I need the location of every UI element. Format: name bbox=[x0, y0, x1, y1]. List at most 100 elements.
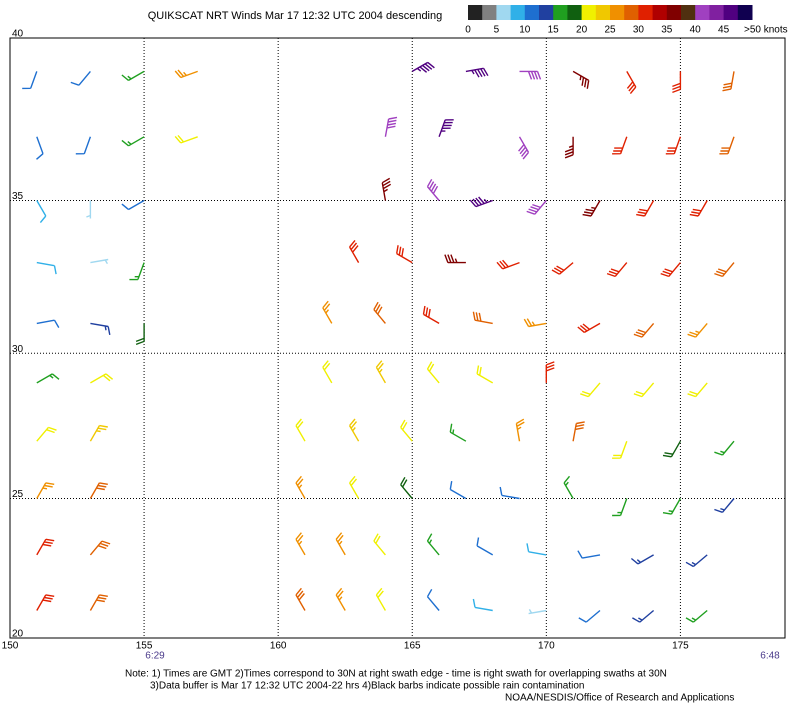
wind-barb bbox=[632, 609, 655, 623]
wind-barb bbox=[373, 301, 386, 324]
barb-shape bbox=[612, 136, 628, 155]
barb-shape bbox=[135, 323, 145, 346]
wind-barb bbox=[519, 70, 542, 80]
wind-barb bbox=[630, 554, 654, 565]
barb-shape bbox=[612, 498, 628, 517]
barb-shape bbox=[322, 360, 333, 384]
wind-barb bbox=[476, 365, 494, 384]
wind-barb bbox=[572, 421, 585, 442]
barb-shape bbox=[469, 196, 493, 208]
barb-shape bbox=[672, 71, 682, 94]
barb-shape bbox=[438, 119, 454, 138]
wind-barb bbox=[373, 533, 386, 556]
wind-barb bbox=[687, 322, 708, 338]
barb-shape bbox=[563, 475, 574, 499]
barb-shape bbox=[526, 543, 547, 556]
barb-shape bbox=[449, 423, 467, 442]
wind-barb bbox=[400, 476, 413, 499]
wind-barb bbox=[577, 322, 601, 334]
x-tick-label: 175 bbox=[672, 641, 689, 652]
barb-shape bbox=[295, 532, 306, 556]
colorbar-label: 20 bbox=[576, 25, 588, 36]
colorbar-swatch bbox=[638, 5, 654, 20]
barb-shape bbox=[36, 319, 60, 328]
x-tick-label: 160 bbox=[270, 641, 287, 652]
barb-shape bbox=[121, 70, 145, 82]
wind-barb bbox=[714, 262, 735, 278]
colorbar-label: 10 bbox=[519, 25, 531, 36]
barb-shape bbox=[689, 200, 708, 217]
wind-barb bbox=[335, 587, 346, 611]
barb-shape bbox=[633, 382, 655, 398]
y-tick-label: 20 bbox=[12, 629, 24, 640]
wind-barb bbox=[515, 418, 525, 442]
wind-barb bbox=[375, 587, 387, 611]
barb-shape bbox=[633, 322, 655, 338]
wind-barb bbox=[36, 538, 55, 556]
barb-shape bbox=[630, 554, 654, 565]
swath-time: 6:48 bbox=[760, 651, 780, 662]
barb-shape bbox=[348, 418, 360, 442]
wind-barb bbox=[295, 418, 306, 442]
barb-shape bbox=[36, 261, 57, 275]
colorbar-swatch bbox=[553, 5, 568, 20]
barb-shape bbox=[662, 498, 682, 515]
colorbar-label: 30 bbox=[633, 25, 645, 36]
barb-shape bbox=[687, 322, 708, 338]
barb-shape bbox=[722, 71, 735, 92]
colorbar-swatch bbox=[723, 5, 739, 20]
barb-shape bbox=[519, 70, 542, 80]
wind-barb bbox=[36, 319, 60, 328]
barb-shape bbox=[518, 136, 530, 160]
wind-barb bbox=[582, 200, 601, 217]
wind-barb bbox=[564, 136, 574, 159]
wind-barb bbox=[384, 116, 398, 137]
wind-barb bbox=[129, 262, 145, 281]
wind-barb bbox=[449, 423, 467, 442]
wind-barb bbox=[580, 382, 601, 398]
wind-barb bbox=[90, 322, 111, 336]
note-line: NOAA/NESDIS/Office of Research and Appli… bbox=[505, 693, 734, 703]
barb-shape bbox=[426, 178, 440, 201]
wind-barb bbox=[36, 426, 57, 442]
barb-shape bbox=[426, 533, 440, 556]
x-tick-label: 165 bbox=[404, 641, 421, 652]
wind-barb bbox=[426, 361, 440, 384]
wind-barb bbox=[626, 71, 637, 95]
wind-barb bbox=[89, 424, 108, 442]
note-line: Note: 1) Times are GMT 2)Times correspon… bbox=[125, 669, 667, 680]
wind-barb bbox=[444, 254, 466, 264]
barb-shape bbox=[626, 71, 637, 95]
barb-shape bbox=[121, 199, 145, 211]
wind-barb bbox=[660, 262, 681, 278]
wind-barb bbox=[348, 418, 360, 442]
barb-shape bbox=[714, 440, 735, 456]
wind-barb bbox=[551, 262, 574, 275]
wind-barb bbox=[174, 69, 198, 79]
wind-barb bbox=[411, 61, 435, 73]
barb-shape bbox=[375, 587, 387, 611]
wind-barb bbox=[36, 136, 44, 160]
barb-shape bbox=[660, 262, 681, 278]
barb-shape bbox=[665, 136, 682, 155]
barb-shape bbox=[121, 136, 145, 147]
wind-barb bbox=[22, 71, 38, 90]
wind-barb bbox=[662, 498, 682, 515]
wind-barb bbox=[121, 199, 145, 211]
barb-shape bbox=[719, 136, 735, 155]
barb-shape bbox=[36, 594, 55, 611]
wind-barb bbox=[89, 482, 108, 499]
barb-shape bbox=[36, 136, 44, 160]
barb-shape bbox=[75, 136, 92, 155]
wind-barb bbox=[714, 498, 735, 513]
wind-barb bbox=[295, 532, 306, 556]
barb-shape bbox=[685, 609, 708, 623]
barb-shape bbox=[295, 587, 306, 611]
barb-shape bbox=[612, 440, 628, 459]
wind-barb bbox=[612, 440, 628, 459]
barb-shape bbox=[714, 262, 735, 278]
barb-shape bbox=[577, 322, 601, 334]
wind-barb bbox=[472, 311, 493, 325]
wind-barb bbox=[121, 70, 145, 82]
barb-shape bbox=[572, 421, 585, 442]
